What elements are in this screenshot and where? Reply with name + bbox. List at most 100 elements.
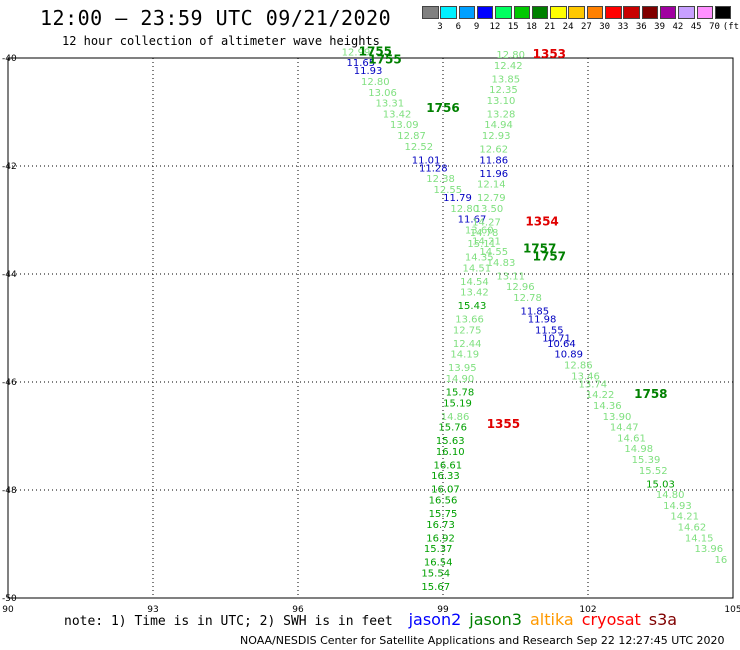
units-note: note: 1) Time is in UTC; 2) SWH is in fe…: [64, 614, 393, 629]
colorbar-swatch: [714, 6, 732, 19]
swh-value: 13.09: [390, 120, 419, 131]
swh-value: 14.80: [656, 490, 685, 501]
swh-value: 11.98: [528, 315, 557, 326]
colorbar-label: 39: [654, 22, 666, 32]
swh-value: 13.42: [460, 288, 489, 299]
swh-value: 11.55: [535, 325, 564, 336]
swh-value: 13.11: [496, 271, 525, 282]
swh-value: 14.55: [479, 247, 508, 258]
colorbar-swatch: [440, 6, 457, 19]
swh-value: 13.60: [465, 226, 494, 237]
colorbar-label: (ft): [722, 22, 740, 32]
pass-time-label: 1354: [525, 214, 558, 228]
colorbar-label: 6: [455, 22, 461, 32]
longitude-tick-label: 90: [2, 605, 14, 615]
colorbar-swatch: [659, 6, 677, 19]
swh-value: 12.80: [361, 77, 390, 88]
latitude-tick-label: -48: [2, 486, 17, 496]
swh-value: 12.87: [397, 131, 426, 142]
swh-value: 13.28: [487, 109, 516, 120]
swh-value: 15.76: [438, 423, 467, 434]
colorbar-swatch: [531, 6, 549, 19]
swh-value: 13.42: [383, 109, 412, 120]
colorbar-swatch: [678, 6, 695, 19]
pass-time-label: 1757: [533, 250, 566, 264]
swh-value: 15.52: [639, 466, 668, 477]
satellite-legend-cryosat: cryosat: [581, 610, 641, 629]
satellite-legend-s3a: s3a: [648, 610, 678, 629]
swh-value: 15.37: [424, 544, 453, 555]
pass-time-label: 1755: [368, 52, 401, 66]
map-grid: [7, 57, 734, 599]
swh-value: 16.73: [426, 520, 455, 531]
colorbar-label: 18: [526, 22, 537, 32]
pass-time-label: 1353: [533, 47, 566, 61]
swh-value: 13.95: [448, 363, 477, 374]
swh-value: 12.80: [450, 204, 479, 215]
swh-value: 10.71: [542, 334, 571, 345]
swh-value: 12.38: [426, 174, 455, 185]
swh-value: 13.96: [695, 544, 724, 555]
swh-value: 15.19: [443, 398, 472, 409]
swh-value: 11.28: [419, 163, 448, 174]
swh-value: 14.15: [685, 533, 714, 544]
swh-value: 11.93: [354, 66, 383, 77]
track-cryosat: 12.8012.4213.8512.3513.1013.2814.9412.93…: [421, 47, 566, 593]
swh-value: 12.55: [434, 185, 463, 196]
longitude-tick-label: 105: [724, 605, 740, 615]
swh-value: 16.10: [436, 447, 465, 458]
pass-time-label: 1757: [523, 241, 556, 255]
swh-value: 11.85: [521, 307, 550, 318]
note-and-satellite-legend: note: 1) Time is in UTC; 2) SWH is in fe…: [64, 610, 677, 629]
colorbar-swatch: [696, 6, 713, 19]
swh-value: 14.62: [678, 523, 707, 534]
swh-value: 16: [715, 555, 728, 566]
swh-value: 15.75: [429, 509, 458, 520]
colorbar-swatch: [495, 6, 512, 19]
swh-value: 12.93: [482, 131, 511, 142]
swh-value: 14.54: [460, 277, 489, 288]
swh-value: 12.44: [453, 339, 482, 350]
satellite-legend-jason2: jason2: [408, 610, 462, 629]
swh-value: 14.94: [484, 120, 513, 131]
swh-value: 14.83: [487, 258, 516, 269]
swh-value: 16.07: [431, 485, 460, 496]
page-title: 12:00 — 23:59 UTC 09/21/2020: [40, 6, 392, 30]
latitude-tick-label: -40: [2, 54, 17, 64]
colorbar-swatch: [623, 6, 640, 19]
swh-value: 15.03: [646, 479, 675, 490]
swh-value: 12.14: [477, 180, 506, 191]
swh-value: 13.85: [492, 74, 521, 85]
swh-value: 12.52: [405, 142, 434, 153]
swh-value: 11.86: [479, 155, 508, 166]
colorbar-label: 45: [690, 22, 702, 32]
swh-value: 13.46: [571, 371, 600, 382]
swh-value: 10.89: [554, 350, 583, 361]
swh-value: 14.36: [593, 401, 622, 412]
colorbar-swatch: [513, 6, 530, 19]
colorbar-label: 15: [507, 22, 519, 32]
colorbar-label: 21: [544, 22, 556, 32]
swh-value: 13.66: [455, 315, 484, 326]
swh-value: 11.79: [443, 193, 472, 204]
colorbar-swatch: [568, 6, 585, 19]
swh-value: 12.42: [494, 61, 523, 72]
swh-value: 14.93: [663, 501, 692, 512]
longitude-tick-label: 96: [292, 605, 304, 615]
swh-value: 15.43: [458, 301, 487, 312]
swh-value: 12.62: [479, 145, 508, 156]
colorbar-swatch: [476, 6, 494, 19]
swh-value: 12.96: [506, 282, 535, 293]
swh-value: 12.75: [453, 325, 482, 336]
colorbar-label: 12: [489, 22, 501, 32]
longitude-tick-label: 102: [579, 605, 596, 615]
latitude-tick-label: -42: [2, 162, 17, 172]
swh-value: 15.63: [436, 436, 465, 447]
satellite-legend-altika: altika: [529, 610, 574, 629]
swh-value: 15.67: [421, 582, 450, 593]
swh-value: 12.78: [513, 293, 542, 304]
swh-value: 13.10: [487, 96, 516, 107]
colorbar-label: 9: [473, 22, 480, 32]
satellite-tracks: 12.9911.6511.9312.8013.0613.3113.4213.09…: [342, 44, 728, 593]
